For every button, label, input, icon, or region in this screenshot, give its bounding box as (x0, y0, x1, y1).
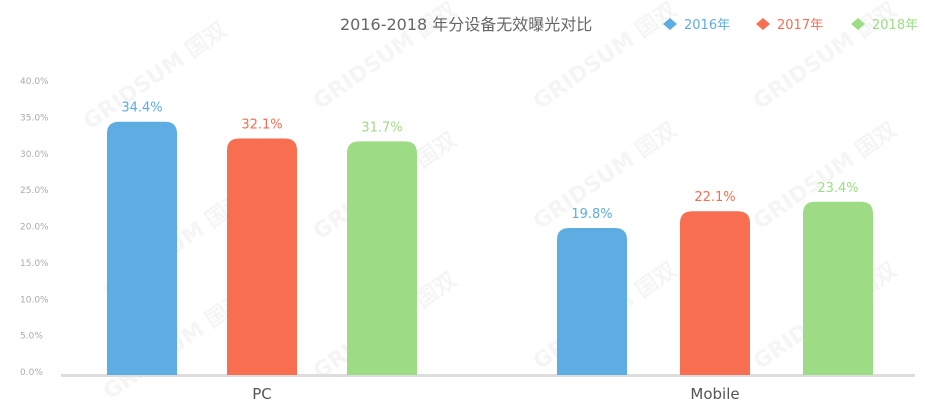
legend-diamond-icon (851, 18, 865, 30)
legend-item[interactable]: 2016年 (663, 18, 730, 33)
bar (107, 121, 177, 376)
legend-label: 2017年 (777, 18, 823, 33)
y-tick-label: 40.0% (20, 77, 49, 87)
legend-diamond-icon (663, 18, 677, 30)
data-label: 32.1% (241, 117, 282, 132)
y-tick-label: 35.0% (20, 113, 49, 123)
data-label: 23.4% (817, 181, 858, 196)
data-label: 31.7% (361, 120, 402, 135)
x-category-label: PC (252, 385, 272, 403)
bar (227, 138, 297, 375)
data-label: 22.1% (694, 190, 735, 205)
legend[interactable]: 2016年 2017年 2018年 (663, 18, 918, 33)
legend-diamond-icon (756, 18, 770, 30)
y-tick-label: 30.0% (20, 150, 49, 160)
y-tick-label: 25.0% (20, 186, 49, 196)
bar (803, 201, 873, 375)
chart-title: 2016-2018 年分设备无效曝光对比 (340, 15, 592, 34)
y-tick-label: 5.0% (20, 332, 43, 342)
bar (680, 211, 750, 375)
y-tick-label: 0.0% (20, 368, 43, 378)
bar (347, 141, 417, 375)
legend-item[interactable]: 2018年 (851, 18, 918, 33)
legend-label: 2016年 (684, 18, 730, 33)
watermark-layer: GRIDSUM 国双GRIDSUM 国双GRIDSUM 国双GRIDSUM 国双… (79, 0, 902, 405)
x-axis: PC Mobile (252, 385, 739, 403)
legend-label: 2018年 (872, 18, 918, 33)
bars: 34.4% 32.1% 31.7% 19.8% 22.1% 23.4% (107, 101, 873, 376)
data-label: 34.4% (121, 101, 162, 116)
y-tick-label: 20.0% (20, 223, 49, 233)
y-tick-label: 10.0% (20, 295, 49, 305)
legend-item[interactable]: 2017年 (756, 18, 823, 33)
bar (557, 227, 627, 375)
watermark-logo: GRIDSUM 国双 (79, 18, 232, 135)
data-label: 19.8% (571, 207, 612, 222)
y-tick-label: 15.0% (20, 259, 49, 269)
y-axis: 0.0% 5.0% 10.0% 15.0% 20.0% 25.0% 30.0% 35.0% 40… (20, 77, 49, 378)
x-category-label: Mobile (690, 385, 739, 403)
